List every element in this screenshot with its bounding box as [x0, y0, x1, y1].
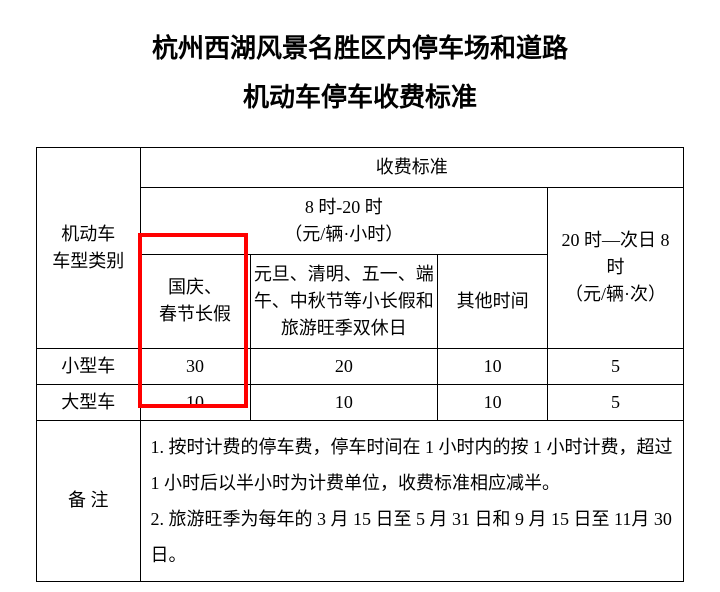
title-line-2: 机动车停车收费标准: [36, 73, 684, 122]
cell-night: 5: [548, 384, 684, 420]
document-title: 杭州西湖风景名胜区内停车场和道路 机动车停车收费标准: [36, 24, 684, 123]
notes-label: 备 注: [37, 420, 141, 581]
cell-holiday-short: 10: [250, 384, 438, 420]
cell-vehicle-type: 小型车: [37, 348, 141, 384]
col-other-time: 其他时间: [438, 254, 548, 348]
notes-text: 1. 按时计费的停车费，停车时间在 1 小时内的按 1 小时计费，超过 1 小时…: [140, 420, 683, 581]
cell-holiday-long: 30: [140, 348, 250, 384]
cell-other: 10: [438, 348, 548, 384]
table-row: 大型车 10 10 10 5: [37, 384, 684, 420]
title-line-1: 杭州西湖风景名胜区内停车场和道路: [36, 24, 684, 73]
notes-row: 备 注 1. 按时计费的停车费，停车时间在 1 小时内的按 1 小时计费，超过 …: [37, 420, 684, 581]
cell-holiday-short: 20: [250, 348, 438, 384]
fee-table: 机动车车型类别 收费标准 8 时-20 时（元/辆·小时） 20 时—次日 8时…: [36, 147, 684, 582]
col-holiday-short: 元旦、清明、五一、端午、中秋节等小长假和旅游旺季双休日: [250, 254, 438, 348]
table-row: 小型车 30 20 10 5: [37, 348, 684, 384]
table-container: 机动车车型类别 收费标准 8 时-20 时（元/辆·小时） 20 时—次日 8时…: [36, 147, 684, 582]
cell-holiday-long: 10: [140, 384, 250, 420]
fee-standard-header: 收费标准: [140, 147, 683, 187]
cell-vehicle-type: 大型车: [37, 384, 141, 420]
vehicle-type-header: 机动车车型类别: [37, 147, 141, 348]
night-header: 20 时—次日 8时（元/辆·次）: [548, 187, 684, 348]
cell-night: 5: [548, 348, 684, 384]
cell-other: 10: [438, 384, 548, 420]
daytime-header: 8 时-20 时（元/辆·小时）: [140, 187, 548, 254]
col-holiday-long: 国庆、春节长假: [140, 254, 250, 348]
